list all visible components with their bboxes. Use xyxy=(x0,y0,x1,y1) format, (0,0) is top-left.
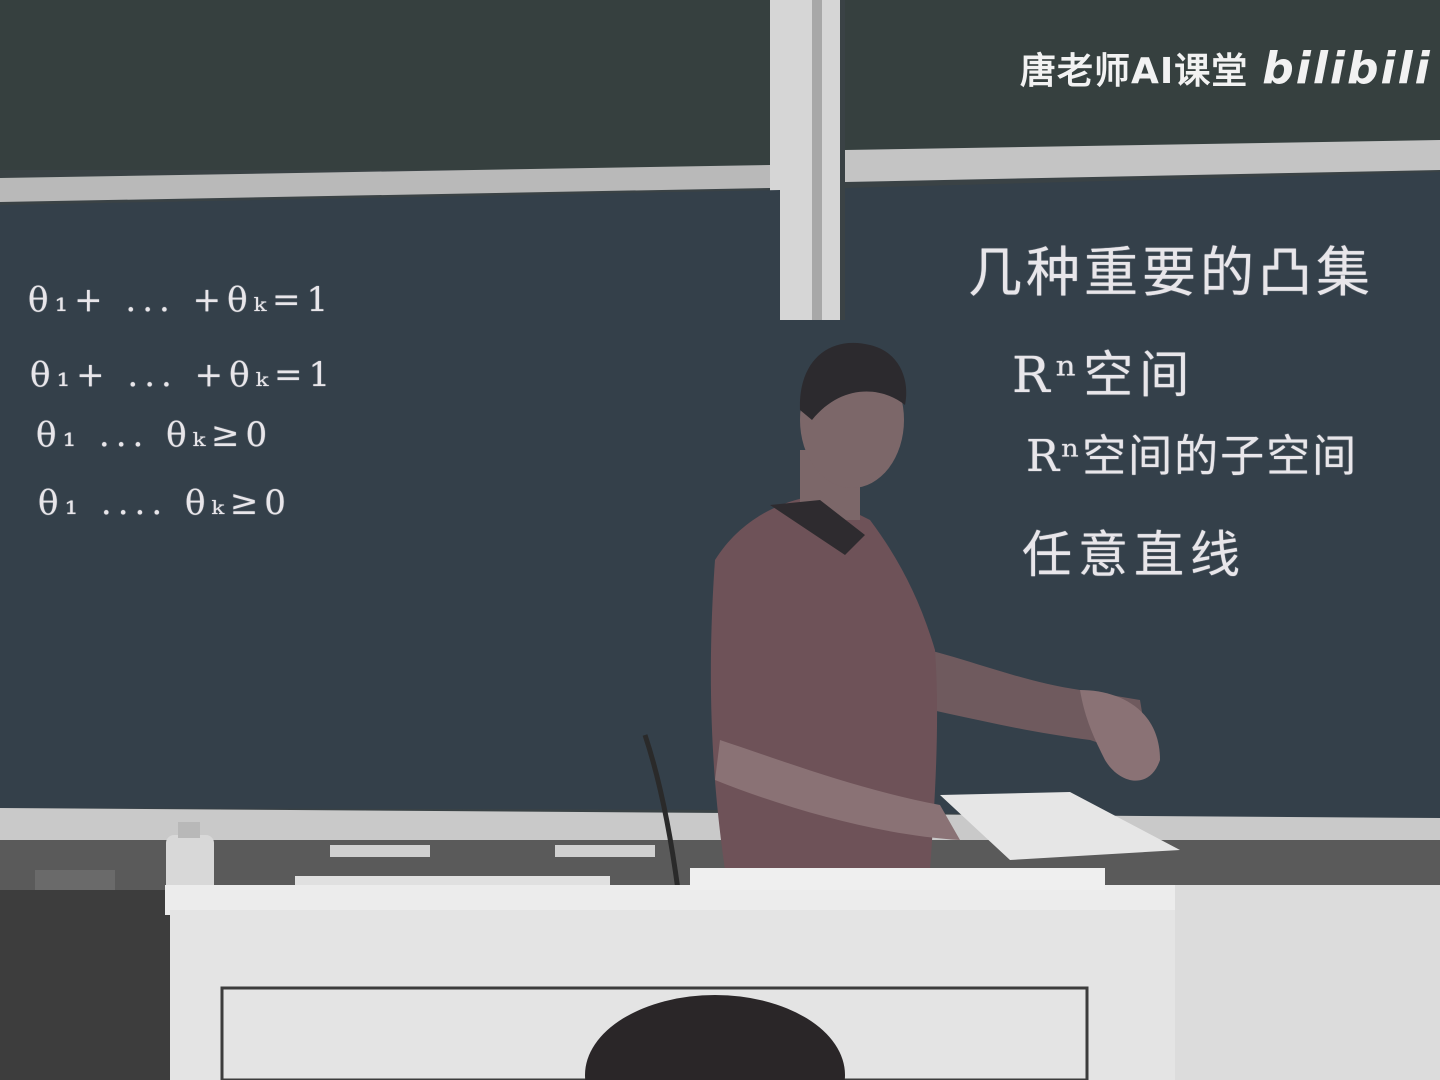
eraser-1 xyxy=(330,845,430,857)
lower-board-right xyxy=(845,172,1440,820)
lecturer-collar xyxy=(770,500,865,555)
audience-head xyxy=(585,995,845,1080)
watermark: 唐老师AI课堂 bilibili xyxy=(1020,38,1432,98)
left-board-line-3: θ₁ ... θₖ≥0 xyxy=(36,415,274,455)
bottle-cap xyxy=(178,822,200,838)
lower-wall xyxy=(0,890,170,1080)
lecturer-arm xyxy=(880,640,1150,760)
upper-board-right xyxy=(845,0,1440,155)
watermark-channel-name: 唐老师AI课堂 xyxy=(1020,51,1249,92)
right-wall xyxy=(1175,885,1440,1080)
paper-sheets xyxy=(940,792,1180,860)
upper-board-rail xyxy=(0,165,770,202)
left-board-line-4: θ₁ .... θₖ≥0 xyxy=(38,483,292,523)
right-board-line-4: 任意直线 xyxy=(1022,526,1246,584)
microphone xyxy=(642,734,681,891)
podium-top-box xyxy=(690,868,1105,890)
left-board-line-1: θ₁+ ... +θₖ=1 xyxy=(28,280,335,320)
lecturer-hair xyxy=(799,342,907,420)
water-bottle xyxy=(166,835,214,895)
right-board-heading: 几种重要的凸集 xyxy=(968,241,1374,304)
right-board-line-3: Rⁿ空间的子空间 xyxy=(1026,431,1359,482)
eraser-2 xyxy=(555,845,655,857)
upper-board-left xyxy=(0,0,770,170)
lecturer xyxy=(710,342,1160,870)
left-board-line-2: θ₁+ ... +θₖ=1 xyxy=(30,355,337,395)
board-pillar xyxy=(770,0,840,330)
lecturer-hand xyxy=(1080,690,1160,781)
podium-panel xyxy=(220,986,1089,1080)
upper-board-rail-right xyxy=(845,140,1440,182)
board-pillar-shadow xyxy=(812,0,822,330)
lower-board-left xyxy=(0,190,780,810)
bilibili-logo: bilibili xyxy=(1262,42,1432,94)
right-board-line-2: Rⁿ空间 xyxy=(1012,346,1196,404)
lecturer-forearm xyxy=(715,740,960,840)
